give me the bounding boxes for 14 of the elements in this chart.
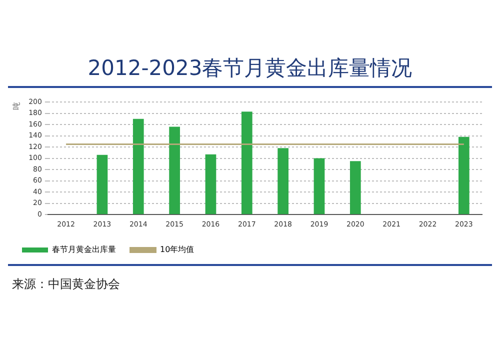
bar [350,161,361,214]
bar [205,154,216,214]
bar [241,112,252,214]
bar [132,118,144,214]
legend-label: 10年均值 [160,245,194,254]
chart-title: 2012-2023春节月黄金出库量情况 [86,55,414,82]
bar [458,136,470,214]
y-axis-title: 吨 [12,102,22,110]
bar [96,154,108,214]
bar [278,148,288,214]
source-note: 来源：中国黄金协会 [12,276,121,293]
bar [169,126,180,214]
legend-label: 春节月黄金出库量 [52,245,116,254]
bar [314,158,325,214]
